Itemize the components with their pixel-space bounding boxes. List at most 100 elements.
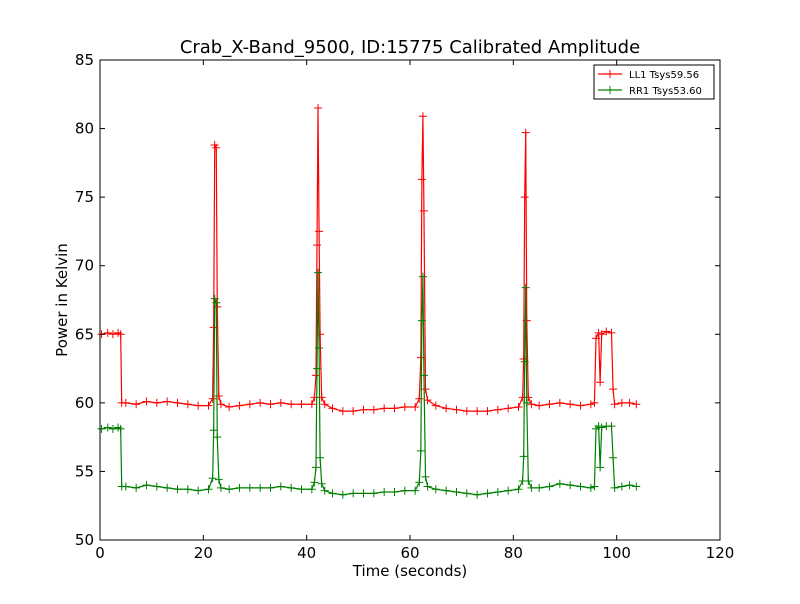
- data-point: [328, 404, 337, 413]
- data-point: [390, 404, 399, 413]
- series-1: [97, 268, 641, 499]
- data-point: [522, 316, 531, 325]
- data-point: [359, 405, 368, 414]
- data-point: [524, 393, 533, 402]
- data-point: [411, 486, 420, 495]
- data-point: [493, 405, 502, 414]
- data-point: [307, 400, 316, 409]
- data-point: [235, 401, 244, 410]
- x-tick-label: 80: [504, 544, 523, 562]
- data-point: [276, 398, 285, 407]
- data-point: [418, 272, 427, 281]
- x-tick-label: 20: [194, 544, 213, 562]
- data-point: [209, 426, 218, 435]
- x-tick-label: 100: [602, 544, 631, 562]
- series-line: [101, 271, 637, 496]
- data-point: [421, 472, 430, 481]
- y-tick-label: 80: [75, 120, 94, 138]
- data-point: [142, 481, 151, 490]
- data-point: [527, 483, 536, 492]
- data-point: [245, 483, 254, 492]
- data-point: [415, 394, 424, 403]
- y-tick-label: 85: [75, 51, 94, 69]
- data-point: [311, 463, 320, 472]
- data-point: [194, 401, 203, 410]
- legend-label: RR1 Tsys53.60: [629, 86, 702, 97]
- data-point: [314, 268, 323, 277]
- y-tick-label: 70: [75, 257, 94, 275]
- series-line: [101, 107, 637, 412]
- data-point: [400, 402, 409, 411]
- data-point: [632, 482, 641, 491]
- data-point: [121, 398, 130, 407]
- data-point: [313, 364, 321, 373]
- data-point: [132, 400, 141, 409]
- data-point: [116, 424, 125, 433]
- data-point: [607, 328, 616, 337]
- data-point: [504, 404, 513, 413]
- data-point: [307, 485, 316, 494]
- data-point: [328, 489, 337, 498]
- data-point: [473, 407, 482, 416]
- data-point: [592, 334, 600, 343]
- data-point: [204, 485, 213, 494]
- data-point: [400, 486, 409, 495]
- data-point: [142, 397, 151, 406]
- data-point: [483, 407, 492, 416]
- x-tick-label: 60: [400, 544, 419, 562]
- data-point: [276, 482, 285, 491]
- data-point: [338, 490, 347, 499]
- data-point: [173, 398, 182, 407]
- data-point: [590, 398, 599, 407]
- data-point: [535, 401, 544, 410]
- data-point: [586, 483, 595, 492]
- data-point: [183, 400, 192, 409]
- data-point: [208, 474, 217, 483]
- data-point: [566, 481, 575, 490]
- data-point: [287, 483, 296, 492]
- data-point: [210, 294, 219, 303]
- data-point: [297, 400, 306, 409]
- y-tick-label: 55: [75, 462, 94, 480]
- legend-box: [593, 64, 715, 100]
- data-point: [415, 478, 424, 487]
- data-point: [338, 407, 347, 416]
- data-point: [225, 402, 234, 411]
- data-point: [590, 482, 599, 491]
- data-point: [504, 486, 513, 495]
- data-point: [610, 400, 619, 409]
- data-point: [442, 486, 451, 495]
- data-point: [442, 404, 451, 413]
- data-point: [545, 482, 554, 491]
- data-point: [204, 401, 213, 410]
- data-point: [514, 485, 523, 494]
- data-point: [208, 394, 217, 403]
- data-point: [411, 402, 420, 411]
- legend-entry: RR1 Tsys53.60: [598, 86, 702, 97]
- data-point: [256, 483, 265, 492]
- legend-entry: LL1 Tsys59.56: [598, 70, 699, 81]
- data-point: [519, 452, 528, 461]
- data-point: [609, 453, 618, 462]
- data-point: [493, 488, 502, 496]
- data-point: [314, 104, 323, 112]
- data-point: [152, 482, 161, 491]
- data-point: [213, 433, 222, 442]
- data-point: [214, 475, 223, 484]
- data-point: [116, 330, 125, 339]
- plot-frame: [99, 59, 721, 541]
- data-point: [183, 485, 192, 494]
- data-point: [310, 478, 319, 487]
- data-point: [418, 112, 427, 121]
- data-point: [103, 328, 112, 337]
- y-tick-label: 60: [75, 394, 94, 412]
- data-point: [297, 485, 306, 494]
- data-point: [419, 371, 428, 380]
- data-point: [417, 175, 426, 184]
- data-point: [369, 489, 378, 498]
- data-point: [566, 400, 575, 409]
- data-point: [173, 485, 182, 494]
- data-point: [313, 241, 321, 250]
